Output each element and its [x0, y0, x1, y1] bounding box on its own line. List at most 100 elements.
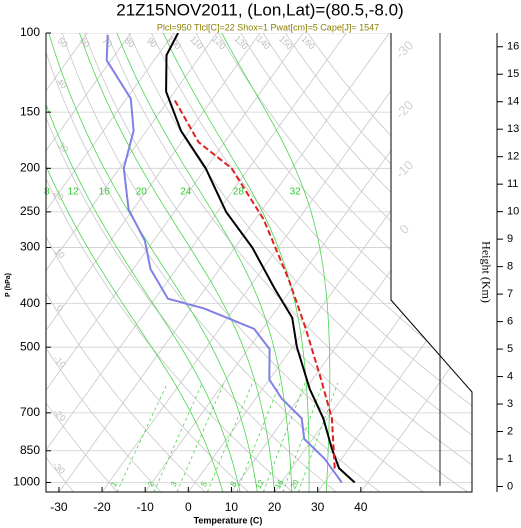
isotherm — [46, 33, 88, 492]
x-tick-label: 10 — [225, 500, 239, 514]
dry-adiabat — [46, 33, 381, 492]
isotherm-label: 0 — [396, 221, 412, 237]
y2-tick-label: 13 — [507, 123, 519, 135]
mixing-ratio-label: 3 — [169, 480, 179, 489]
y2-tick-label: 10 — [507, 206, 519, 218]
x-tick-label: 40 — [354, 500, 368, 514]
y2-tick-label: 8 — [507, 261, 513, 273]
dry-adiabat — [173, 33, 472, 492]
x-axis-label: Temperature (C) — [194, 515, 263, 525]
dry-adiabat-label: 30 — [56, 140, 70, 154]
y2-tick-label: 12 — [507, 151, 519, 163]
dry-adiabat-label: 20 — [52, 188, 66, 202]
y-tick-label: 400 — [20, 296, 40, 310]
dry-adiabat-label: 80 — [122, 35, 136, 49]
isotherm — [187, 33, 472, 492]
dry-adiabat-label: 110 — [188, 34, 205, 51]
y2-tick-label: 1 — [507, 453, 513, 465]
dry-adiabat-label: 10 — [53, 246, 67, 260]
dry-adiabat — [218, 33, 472, 492]
y-tick-label: 1000 — [13, 475, 40, 489]
dry-adiabat — [46, 33, 206, 492]
isotherm — [0, 33, 44, 492]
mixing-ratio-line — [116, 382, 168, 492]
mixing-ratio-line — [282, 382, 324, 492]
dry-adiabat — [240, 33, 472, 492]
mixing-ratio-label: 1 — [109, 480, 119, 489]
y-axis-label: P (hPa) — [5, 273, 12, 297]
moist-adiabat — [79, 33, 275, 492]
dry-adiabat — [195, 33, 472, 492]
dry-adiabat-label: 0 — [54, 303, 65, 314]
isotherm — [231, 33, 472, 492]
y2-tick-label: 9 — [507, 233, 513, 245]
dry-adiabat — [61, 33, 424, 492]
isotherm — [46, 33, 304, 492]
moist-adiabat-label: 8 — [44, 187, 50, 198]
mixing-ratio-line — [236, 382, 281, 492]
isotherm — [46, 33, 218, 492]
isotherm-label: -10 — [392, 157, 416, 181]
isotherm — [46, 33, 261, 492]
dry-adiabat — [151, 33, 472, 492]
x-tick-label: 30 — [311, 500, 325, 514]
isotherm — [58, 33, 390, 492]
profile-line — [165, 33, 356, 484]
x-tick-label: -20 — [93, 500, 111, 514]
dry-adiabat-label: 100 — [165, 34, 183, 52]
y2-axis-label: Height (Km) — [479, 241, 493, 303]
y2-tick-label: 14 — [507, 96, 519, 108]
mixing-ratio-line — [298, 382, 339, 492]
moist-adiabat — [46, 33, 224, 492]
y-tick-label: 200 — [20, 160, 40, 174]
dry-adiabat-label: -30 — [51, 460, 67, 476]
dry-adiabat — [84, 33, 468, 492]
moist-adiabat-label: 32 — [290, 187, 302, 198]
y-tick-label: 100 — [20, 25, 40, 39]
moist-adiabat — [48, 33, 258, 492]
plot-frame — [45, 33, 473, 493]
mixing-ratio-label: 20 — [289, 478, 302, 491]
dry-adiabat-label: -20 — [51, 407, 67, 423]
dry-adiabat — [106, 33, 472, 492]
y2-tick-label: 6 — [507, 315, 513, 327]
dry-adiabat-label: 160 — [299, 34, 317, 52]
y2-tick-label: 11 — [507, 178, 518, 190]
y2-tick-label: 16 — [507, 41, 519, 53]
profile-line — [105, 34, 343, 484]
x-tick-label: 20 — [268, 500, 282, 514]
moist-adiabat — [221, 33, 331, 492]
y2-tick-label: 5 — [507, 343, 513, 355]
dry-adiabat-label: 130 — [232, 34, 250, 52]
dry-adiabat-label: -10 — [52, 354, 68, 370]
isotherm — [317, 33, 472, 492]
dry-adiabat — [46, 33, 249, 492]
x-tick-label: 0 — [185, 500, 192, 514]
dry-adiabat-label: 90 — [145, 35, 159, 49]
mixing-ratio-line — [153, 382, 203, 492]
y2-tick-label: 2 — [507, 425, 513, 437]
moist-adiabat-label: 12 — [68, 187, 80, 198]
y-tick-label: 150 — [20, 104, 40, 118]
y2-tick-label: 4 — [507, 370, 513, 382]
isotherm-label: -20 — [392, 97, 416, 121]
moist-adiabat-label: 16 — [99, 187, 111, 198]
x-tick-label: -10 — [137, 500, 155, 514]
mixing-ratio-line — [207, 382, 253, 492]
y-tick-label: 850 — [20, 443, 40, 457]
profile-line — [173, 98, 336, 469]
dry-adiabat — [46, 33, 118, 492]
x-tick-label: -30 — [50, 500, 68, 514]
mixing-ratio-label: 2 — [146, 480, 156, 489]
isotherm-label: -30 — [392, 38, 416, 62]
mixing-ratio-label: 8 — [228, 480, 238, 489]
mixing-ratio-line — [263, 382, 306, 492]
chart-title: 21Z15NOV2011, (Lon,Lat)=(80.5,-8.0) — [116, 0, 403, 19]
moist-adiabat-label: 24 — [180, 187, 192, 198]
y2-tick-label: 15 — [507, 68, 519, 80]
moist-adiabat — [116, 33, 293, 492]
isotherm — [46, 33, 347, 492]
mixing-ratio-label: 5 — [199, 480, 209, 489]
isotherm — [360, 33, 472, 492]
